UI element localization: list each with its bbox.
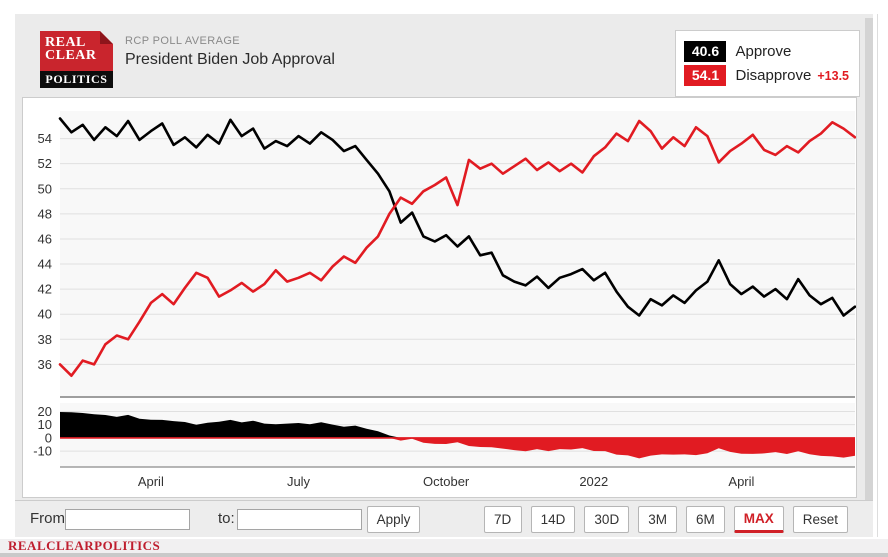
x-tick-label: October (423, 474, 470, 489)
svg-text:10: 10 (38, 417, 52, 432)
svg-text:48: 48 (38, 206, 52, 221)
spread-value: +13.5 (817, 68, 849, 83)
x-tick-label: 2022 (579, 474, 609, 489)
disapprove-label: Disapprove (735, 67, 812, 84)
range-button-6m[interactable]: 6M (685, 506, 725, 533)
chart-card: 54 52 50 48 46 44 42 40 38 36 20 10 0 -10 April July O… (22, 97, 857, 498)
apply-button[interactable]: Apply (367, 506, 420, 533)
bottom-strip (0, 553, 888, 557)
range-button-7d[interactable]: 7D (483, 506, 522, 533)
chart-controls: From: to: Apply 7D 14D 30D 3M 6M MAX Reset (15, 500, 873, 537)
from-label: From: (30, 510, 70, 527)
page-right-border (877, 14, 878, 537)
svg-text:46: 46 (38, 231, 52, 246)
from-date-input[interactable] (65, 509, 190, 530)
approve-label: Approve (735, 43, 792, 60)
poll-widget-container: REAL CLEAR POLITICS RCP POLL AVERAGE Pre… (15, 14, 873, 537)
approval-line-chart[interactable]: 54 52 50 48 46 44 42 40 38 36 (23, 98, 856, 400)
svg-text:52: 52 (38, 156, 52, 171)
svg-text:42: 42 (38, 282, 52, 297)
x-tick-label: July (286, 474, 311, 489)
range-button-reset[interactable]: Reset (792, 506, 848, 533)
approve-value-badge: 40.6 (684, 41, 727, 62)
svg-text:44: 44 (38, 257, 52, 272)
svg-text:38: 38 (38, 332, 52, 347)
x-tick-label: April (137, 474, 164, 489)
rcp-logo-line1: REAL (45, 35, 86, 50)
logo-fold-corner-icon (100, 31, 113, 44)
legend-row-approve: 40.6 Approve (684, 41, 849, 62)
x-tick-label: April (728, 474, 755, 489)
footer-brand[interactable]: REALCLEARPOLITICS (0, 539, 888, 553)
disapprove-value-badge: 54.1 (684, 65, 727, 86)
svg-text:0: 0 (45, 430, 52, 445)
scrollbar-track[interactable] (865, 18, 873, 533)
range-button-group: 7D 14D 30D 3M 6M MAX Reset (483, 506, 848, 533)
svg-text:40: 40 (38, 307, 52, 322)
svg-text:36: 36 (38, 357, 52, 372)
to-date-input[interactable] (237, 509, 362, 530)
svg-text:-10: -10 (33, 444, 52, 459)
svg-text:50: 50 (38, 181, 52, 196)
svg-text:20: 20 (38, 404, 52, 419)
chart-legend: 40.6 Approve 54.1 Disapprove +13.5 (675, 30, 860, 97)
rcp-logo-red-box: REAL CLEAR (40, 31, 113, 71)
range-button-30d[interactable]: 30D (584, 506, 630, 533)
legend-row-disapprove: 54.1 Disapprove +13.5 (684, 65, 849, 86)
rcp-logo-line3: POLITICS (40, 71, 113, 88)
to-label: to: (218, 510, 235, 527)
range-button-3m[interactable]: 3M (638, 506, 677, 533)
x-axis: April July October 2022 April (23, 472, 856, 494)
svg-text:54: 54 (38, 131, 52, 146)
rcp-logo-line2: CLEAR (45, 48, 97, 63)
range-button-max[interactable]: MAX (733, 506, 784, 533)
page-title: President Biden Job Approval (125, 51, 335, 68)
range-button-14d[interactable]: 14D (530, 506, 576, 533)
rcp-logo[interactable]: REAL CLEAR POLITICS (40, 31, 113, 88)
poll-kicker: RCP POLL AVERAGE (125, 35, 241, 47)
